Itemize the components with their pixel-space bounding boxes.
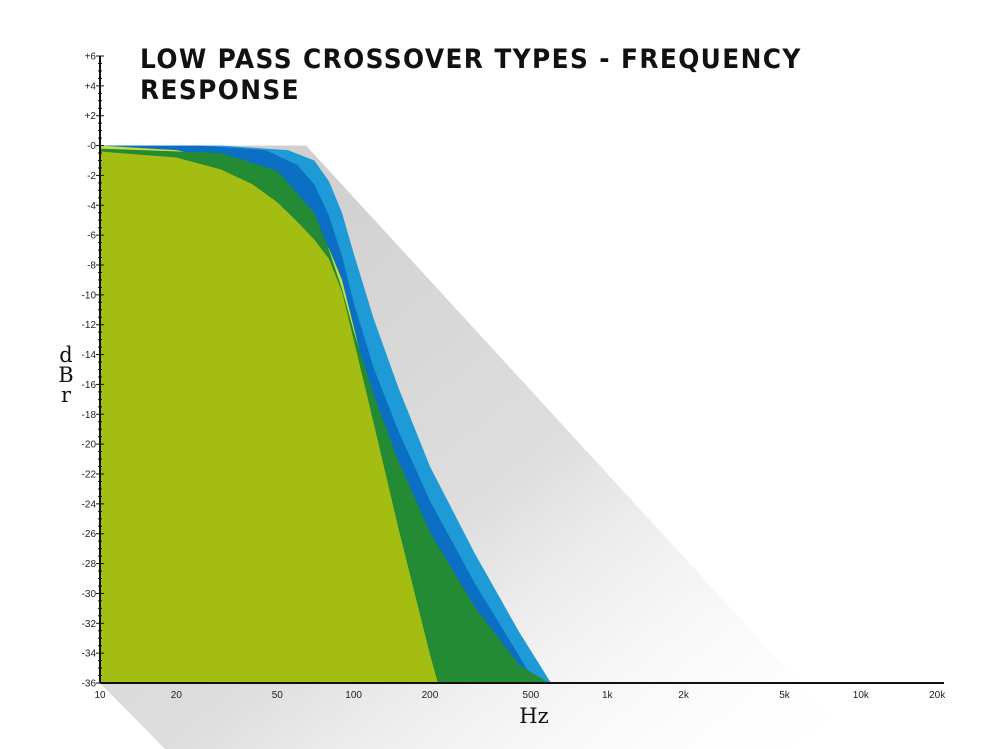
x-tick-label: 10 — [94, 690, 106, 701]
y-tick-label: +2 — [85, 111, 97, 122]
y-axis-title-letter-d: d — [59, 343, 72, 367]
y-tick-label: -12 — [82, 320, 97, 331]
y-tick-label: -30 — [82, 589, 97, 600]
x-tick-label: 100 — [345, 690, 362, 701]
y-tick-label: -34 — [82, 649, 97, 660]
y-tick-label: -16 — [82, 380, 97, 391]
y-tick-label: -14 — [82, 350, 97, 361]
series-areas — [100, 145, 551, 684]
y-tick-label: -26 — [82, 529, 97, 540]
x-tick-label: 10k — [853, 690, 870, 701]
chart-title: LOW PASS CROSSOVER TYPES - FREQUENCY RES… — [140, 44, 802, 106]
y-tick-label: -4 — [87, 201, 96, 212]
x-tick-label: 20 — [171, 690, 183, 701]
y-tick-label: -18 — [82, 410, 97, 421]
y-tick-label: -0 — [87, 141, 96, 152]
axes: +6 +4 +2 -0 -2 -4 -6 -8 -10 -12 -14 -16 -18 -20 -22 -24… — [82, 52, 947, 702]
x-tick-label: 1k — [602, 690, 614, 701]
y-tick-label: -20 — [82, 440, 97, 451]
x-tick-label: 500 — [523, 690, 540, 701]
y-tick-label: -10 — [82, 290, 97, 301]
y-axis-title-letter-b: B — [58, 363, 73, 387]
y-tick-label: +4 — [85, 81, 97, 92]
y-tick-label: -2 — [87, 171, 96, 182]
x-tick-label: 200 — [422, 690, 439, 701]
x-tick-label: 50 — [272, 690, 284, 701]
y-tick-label: -8 — [87, 261, 96, 272]
series-area-5 — [100, 151, 438, 683]
y-axis-title-letter-r: r — [61, 383, 72, 407]
y-tick-label: -28 — [82, 559, 97, 570]
y-tick-label: -22 — [82, 470, 97, 481]
y-tick-label: -36 — [82, 679, 97, 690]
x-axis-title: Hz — [519, 704, 548, 728]
y-tick-label: -32 — [82, 619, 97, 630]
x-tick-label: 5k — [779, 690, 791, 701]
x-tick-label: 2k — [678, 690, 690, 701]
axis-labels: Hz d B r — [58, 343, 548, 728]
x-tick-label: 20k — [929, 690, 946, 701]
y-tick-label: -6 — [87, 231, 96, 242]
y-tick-label: -24 — [82, 499, 97, 510]
y-tick-label: +6 — [85, 52, 97, 63]
